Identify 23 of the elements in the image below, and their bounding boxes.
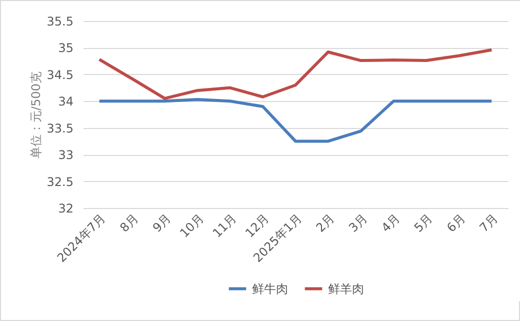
legend-label: 鲜羊肉 [328, 282, 364, 296]
line-series [98, 98, 494, 143]
y-tick-label: 32 [58, 202, 74, 216]
x-tick-label: 10月 [177, 211, 206, 240]
y-tick-label: 34 [58, 94, 74, 109]
x-tick-label: 8月 [117, 211, 142, 235]
x-tick-label: 11月 [210, 211, 240, 240]
y-tick-label: 35 [58, 41, 74, 56]
x-tick-label: 6月 [444, 211, 468, 235]
y-tick-label: 35.5 [46, 14, 74, 28]
y-tick-label: 33.5 [46, 121, 74, 136]
x-tick-label: 4月 [378, 211, 403, 235]
line-series [98, 48, 494, 100]
legend-label: 鲜牛肉 [252, 282, 288, 296]
x-tick-label: 9月 [150, 211, 174, 235]
y-axis-title: 单位：元/500克 [28, 72, 43, 158]
y-tick-label: 33 [58, 148, 74, 162]
x-tick-label: 7月 [476, 211, 501, 235]
y-tick-label: 34.5 [46, 68, 74, 82]
x-tick-label: 2月 [313, 211, 338, 235]
x-tick-label: 5月 [411, 211, 436, 235]
y-tick-label: 32.5 [46, 174, 74, 189]
x-tick-label: 3月 [346, 211, 370, 235]
